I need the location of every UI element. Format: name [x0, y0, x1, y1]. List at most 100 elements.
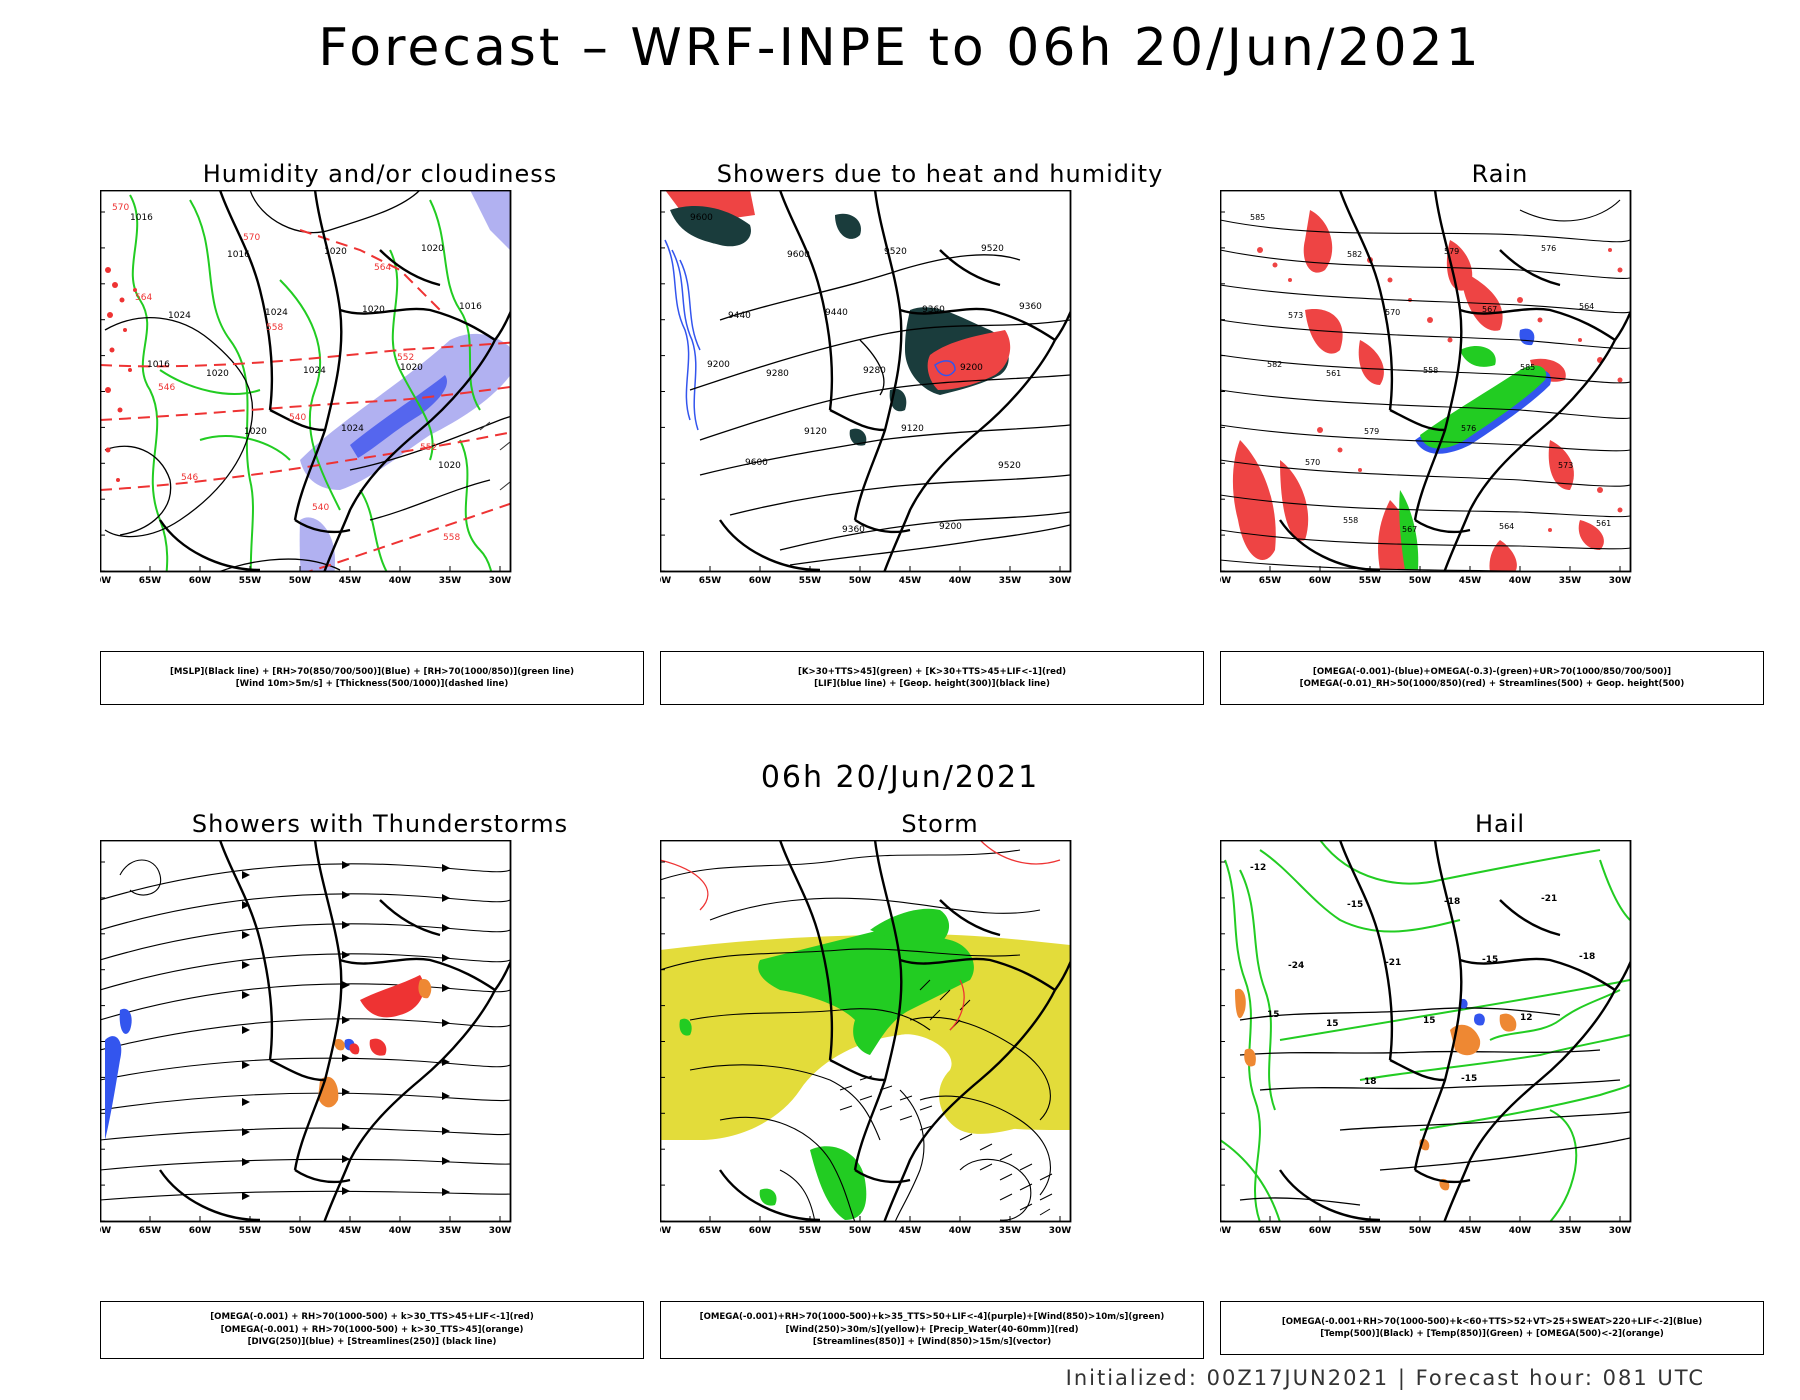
contour-label: 9440 [728, 311, 751, 321]
lon-tick-label: 60W [189, 576, 212, 586]
contour-label: 567 [1482, 305, 1497, 314]
contour-label: 9120 [804, 427, 827, 437]
lon-tick-label: 30W [489, 1226, 512, 1236]
lon-tick-label: 50W [849, 1226, 872, 1236]
lon-tick-label: 35W [999, 1226, 1022, 1236]
contour-label: 9600 [745, 458, 768, 468]
blue-hail [1459, 998, 1485, 1026]
wind-vectors [479, 421, 510, 491]
contour-label: 12 [1520, 1013, 1533, 1023]
lon-tick-label: 55W [239, 1226, 262, 1236]
map-frame [100, 190, 512, 573]
legend-rain: [OMEGA(-0.001)-(blue)+OMEGA(-0.3)-(green… [1220, 651, 1764, 705]
panel-showers-heat: Showers due to heat and humidity [660, 160, 1220, 750]
streamlines-500 [1220, 199, 1630, 571]
contour-label: 9200 [939, 522, 962, 532]
contour-label: -21 [1541, 894, 1557, 904]
lon-tick-label: 50W [289, 1226, 312, 1236]
contour-label: 9520 [981, 244, 1004, 254]
map-humidity: 1016 1016 1020 1020 1024 1024 1020 1016 1020 1024… [100, 190, 512, 586]
contour-label: 579 [1444, 247, 1459, 256]
lon-tick-label: 35W [439, 576, 462, 586]
contour-label: 582 [1347, 250, 1362, 259]
lon-labels: 70W 65W 60W 55W 50W 45W 40W 35W 30W [1220, 566, 1631, 586]
contour-label: 1016 [227, 250, 250, 260]
blue-humidity-area [470, 190, 510, 250]
lon-tick-label: 35W [439, 1226, 462, 1236]
red-precip-water [660, 840, 1061, 1031]
green-blue-omega [1399, 328, 1551, 570]
thickness-label: 570 [243, 233, 260, 243]
thickness-label: 564 [374, 263, 391, 273]
lon-labels: 70W 65W 60W 55W 50W 45W 40W 35W 30W [660, 566, 1071, 586]
lon-tick-label: 65W [139, 1226, 162, 1236]
thickness-label: 552 [420, 443, 437, 453]
lon-tick-label: 45W [1459, 576, 1482, 586]
thickness-label: 552 [397, 353, 414, 363]
lon-tick-label: 40W [1509, 576, 1532, 586]
legend-thunderstorms: [OMEGA(-0.001) + RH>70(1000-500) + k>30_… [100, 1301, 644, 1359]
map-frame [660, 840, 1072, 1223]
contour-label: 573 [1558, 461, 1573, 470]
lon-tick-label: 60W [1309, 1226, 1332, 1236]
panel-title: Rain [1471, 160, 1529, 188]
contour-label: 573 [1288, 311, 1303, 320]
lon-tick-label: 55W [1359, 1226, 1382, 1236]
lon-tick-label: 50W [1409, 576, 1432, 586]
lon-labels: 70W 65W 60W 55W 50W 45W 40W 35W 30W [1220, 1216, 1631, 1236]
arrowheads [242, 861, 450, 1200]
lon-labels: 70W 65W 60W 55W 50W 45W 40W 35W 30W [100, 566, 511, 586]
legend-humidity: [MSLP](Black line) + [RH>70(850/700/500)… [100, 651, 644, 705]
contour-label: 576 [1541, 244, 1556, 253]
lon-tick-label: 35W [1559, 1226, 1582, 1236]
contour-label: -15 [1482, 955, 1498, 965]
lon-tick-label: 70W [1220, 1226, 1231, 1236]
contour-label: 1016 [147, 360, 170, 370]
lon-tick-label: 50W [289, 576, 312, 586]
contour-label: 585 [1250, 213, 1265, 222]
lon-tick-label: 45W [339, 576, 362, 586]
lon-tick-label: 40W [389, 1226, 412, 1236]
contour-label: 570 [1385, 308, 1400, 317]
lon-tick-label: 70W [660, 1226, 671, 1236]
lon-labels: 70W 65W 60W 55W 50W 45W 40W 35W 30W [660, 1216, 1071, 1236]
lif-blue-lines [664, 239, 956, 431]
red-area [665, 190, 755, 220]
lon-tick-label: 35W [1559, 576, 1582, 586]
lon-tick-label: 45W [899, 576, 922, 586]
map-layers [1220, 190, 1630, 571]
contour-label: 15 [1326, 1019, 1339, 1029]
contour-label: 579 [1364, 427, 1379, 436]
lon-tick-label: 40W [1509, 1226, 1532, 1236]
orange-omega [1235, 988, 1517, 1191]
contour-label: 1016 [130, 213, 153, 223]
contour-label: 564 [1499, 522, 1514, 531]
country-borders [159, 840, 510, 1221]
thickness-label: 564 [135, 293, 152, 303]
lat-labels: 12S15S18S21S24S27S30S33S36S39S42S [100, 861, 105, 1222]
contour-label: 1016 [459, 302, 482, 312]
lon-tick-label: 45W [899, 1226, 922, 1236]
contour-label: 9600 [787, 250, 810, 260]
red-speckles [105, 267, 137, 482]
lat-labels: 12S15S18S21S24S27S30S33S36S39S42S [660, 211, 665, 572]
lon-tick-label: 35W [999, 576, 1022, 586]
legend-line: [OMEGA(-0.01)_RH>50(1000/850)(red) + Str… [1299, 679, 1685, 689]
contour-label: -15 [1347, 900, 1363, 910]
lon-tick-label: 50W [1409, 1226, 1432, 1236]
blue-humidity-area [299, 517, 335, 571]
contour-label: 570 [1305, 458, 1320, 467]
map-frame [660, 190, 1072, 573]
legend-storm: [OMEGA(-0.001)+RH>70(1000-500)+k>35_TTS>… [660, 1301, 1204, 1359]
map-thunderstorms: 12S15S18S21S24S27S30S33S36S39S42S 70W 65W… [100, 840, 512, 1236]
contour-label: 1024 [303, 366, 326, 376]
lon-tick-label: 40W [949, 1226, 972, 1236]
contour-label: 9280 [766, 369, 789, 379]
legend-line: [OMEGA(-0.001)-(blue)+OMEGA(-0.3)-(green… [1312, 666, 1672, 677]
contour-labels: -12 -15 -18 -21 -24 -21 -15 -18 15 15 12 15 18 -15 [1250, 863, 1595, 1087]
geop-height-contours [689, 254, 1070, 566]
legend-line: [OMEGA(-0.001)+RH>70(1000-500)+k>35_TTS>… [699, 1312, 1165, 1323]
contour-label: 1024 [341, 424, 364, 434]
lon-tick-label: 40W [949, 576, 972, 586]
streamlines-850 [660, 849, 1051, 1221]
